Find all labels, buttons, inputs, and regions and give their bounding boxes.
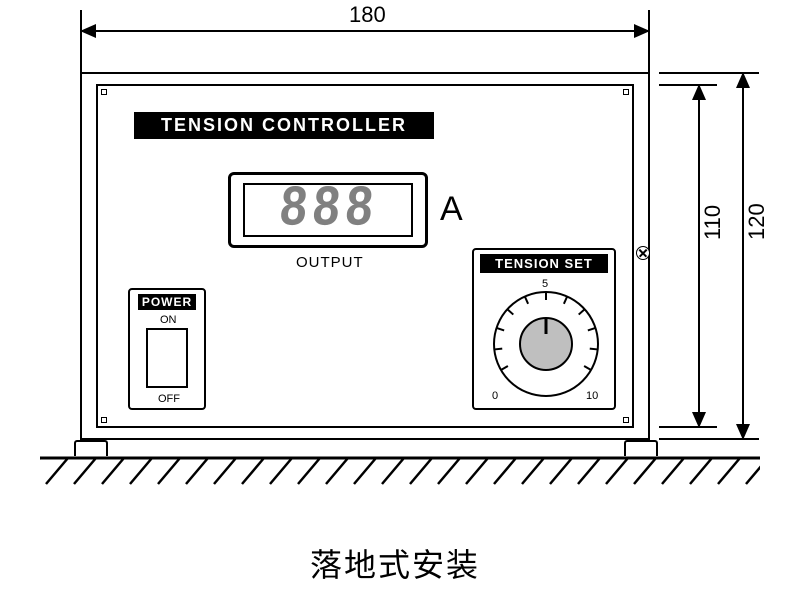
corner-tr — [623, 89, 629, 95]
mounting-foot-left — [74, 440, 108, 456]
display-unit: A — [440, 190, 463, 229]
ground-hatching — [40, 456, 760, 496]
mounting-foot-right — [624, 440, 658, 456]
scale-mid: 5 — [542, 278, 548, 290]
dim-width-line — [80, 30, 650, 32]
dim-h120-arrow-up — [736, 72, 750, 88]
tension-set-block: TENSION SET — [472, 248, 616, 410]
dim-width-arrow-right — [634, 24, 650, 38]
corner-bl — [101, 417, 107, 423]
dim-width-arrow-left — [80, 24, 96, 38]
dim-h110-arrow-down — [692, 412, 706, 428]
corner-tl — [101, 89, 107, 95]
diagram-canvas: 180 110 120 TENSION CONTROLLER 888 A OUT… — [0, 0, 800, 600]
power-switch-block: POWER ON OFF — [128, 288, 206, 410]
display-inner: 888 — [243, 183, 413, 237]
scale-min: 0 — [492, 390, 498, 402]
power-title: POWER — [138, 294, 196, 310]
dim-h120-arrow-down — [736, 424, 750, 440]
dim-h120-label: 120 — [744, 199, 770, 244]
tension-set-title: TENSION SET — [480, 254, 608, 273]
dim-h110-tick-bot — [659, 426, 717, 428]
mounting-screw-icon — [636, 246, 650, 260]
diagram-caption: 落地式安装 — [310, 540, 480, 586]
dim-h110-tick-top — [659, 84, 717, 86]
dim-width-tick-left — [80, 10, 82, 72]
dim-width-label: 180 — [345, 2, 390, 28]
title-bar: TENSION CONTROLLER — [134, 112, 434, 139]
display-frame: 888 — [228, 172, 428, 248]
power-on-label: ON — [160, 314, 177, 326]
dim-width-tick-right — [648, 10, 650, 72]
dim-h110-label: 110 — [700, 201, 726, 244]
device-face-panel: TENSION CONTROLLER 888 A OUTPUT POWER ON… — [96, 84, 634, 428]
dim-h110-arrow-up — [692, 84, 706, 100]
scale-max: 10 — [586, 390, 598, 402]
corner-br — [623, 417, 629, 423]
power-off-label: OFF — [158, 393, 180, 405]
dim-h110-line — [698, 84, 700, 428]
output-label: OUTPUT — [296, 254, 364, 271]
power-switch[interactable] — [146, 328, 188, 388]
display-value: 888 — [276, 178, 380, 243]
dim-h120-line — [742, 72, 744, 440]
